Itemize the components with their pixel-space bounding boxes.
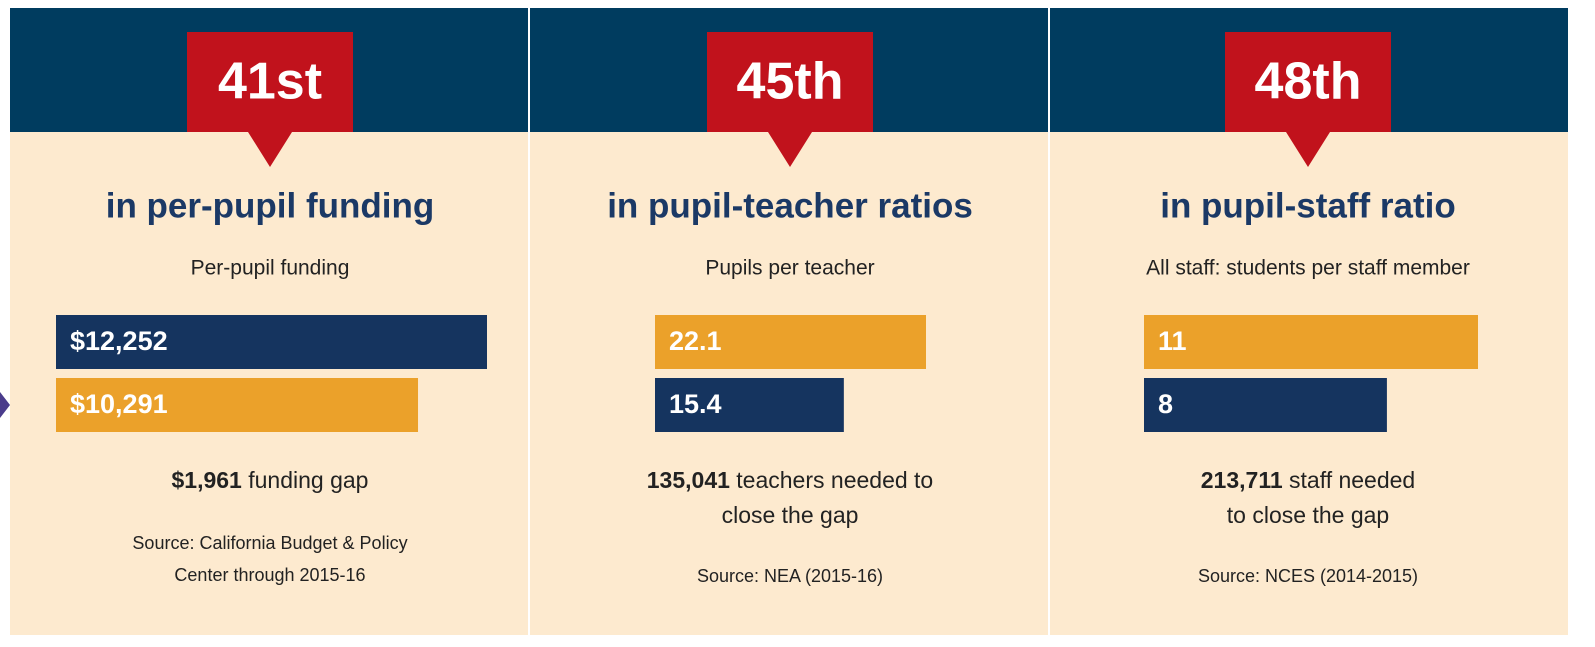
bar (1144, 378, 1387, 432)
panel-title: in pupil-teacher ratios (607, 186, 973, 225)
rank: 48th (1255, 53, 1362, 111)
source: Source: NEA (2015-16) (697, 566, 883, 586)
note-text: staff needed (1289, 467, 1415, 493)
note-highlight: 213,711 (1201, 467, 1283, 493)
side-arrow (0, 392, 10, 418)
panel-subtitle: All staff: students per staff member (1146, 257, 1470, 280)
bar-label: 22.1 (669, 326, 722, 356)
note: 213,711 staff needed (1201, 467, 1415, 493)
source: Source: California Budget & Policy (132, 533, 407, 553)
note: $1,961 funding gap (172, 467, 369, 493)
rank: 45th (737, 53, 844, 111)
bar (655, 315, 926, 369)
note-text: teachers needed to (736, 467, 933, 493)
rank-badge (707, 32, 873, 167)
note-text: to close the gap (1227, 502, 1389, 528)
source: Center through 2015-16 (174, 565, 365, 585)
rank-badge (1225, 32, 1391, 167)
bar (56, 378, 419, 432)
rank-badge (187, 32, 353, 167)
note-highlight: 135,041 (647, 467, 730, 493)
note-highlight: $1,961 (172, 467, 243, 493)
bar (56, 315, 487, 369)
note: close the gap (722, 502, 859, 528)
note-text: funding gap (248, 467, 368, 493)
bar-label: $12,252 (70, 326, 168, 356)
note: 135,041 teachers needed to (647, 467, 933, 493)
bar-label: 11 (1158, 326, 1187, 356)
panel-subtitle: Pupils per teacher (705, 257, 874, 280)
panel-subtitle: Per-pupil funding (191, 257, 350, 280)
bar-label: $10,291 (70, 389, 168, 419)
bar (655, 378, 844, 432)
panel-title: in pupil-staff ratio (1160, 186, 1456, 225)
source: Source: NCES (2014-2015) (1198, 566, 1418, 586)
bar (1144, 315, 1478, 369)
note-text: close the gap (722, 502, 859, 528)
rank: 41st (218, 53, 322, 111)
bar-label: 8 (1158, 389, 1173, 419)
note: to close the gap (1227, 502, 1389, 528)
bar-label: 15.4 (669, 389, 722, 419)
panel-title: in per-pupil funding (106, 186, 435, 225)
